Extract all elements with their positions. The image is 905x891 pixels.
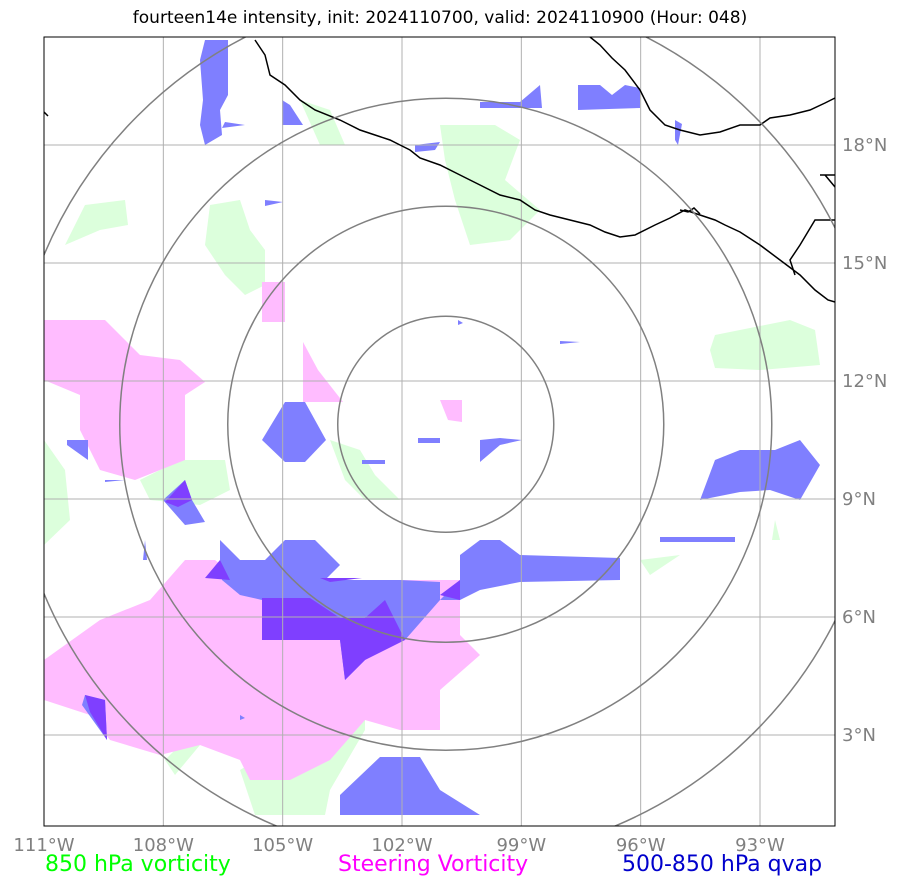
qvap-region	[262, 402, 326, 462]
longitude-label: 96°W	[616, 835, 666, 856]
qvap-region	[265, 200, 283, 206]
steering-vorticity-region	[440, 400, 462, 422]
overlap-region	[85, 695, 107, 740]
longitude-label: 111°W	[13, 835, 74, 856]
overlap-regions	[85, 480, 460, 740]
legend-qvap: 500-850 hPa qvap	[622, 852, 823, 877]
qvap-region	[660, 537, 735, 542]
qvap-region	[105, 480, 125, 482]
longitude-label: 99°W	[496, 835, 546, 856]
steering-vorticity-region	[303, 342, 343, 402]
overlap-region	[320, 578, 362, 582]
vorticity-850-region	[44, 440, 70, 545]
coastline	[43, 36, 836, 303]
coastline-north-dot	[43, 111, 49, 117]
range-ring	[119, 97, 773, 752]
plot-frame	[43, 36, 836, 827]
qvap-region	[340, 757, 480, 815]
qvap-region	[675, 120, 682, 145]
qvap-region	[458, 320, 463, 325]
latitude-label: 12°N	[842, 371, 887, 392]
range-rings	[44, 37, 835, 826]
legend-steering-vorticity: Steering Vorticity	[338, 852, 529, 877]
qvap-region	[200, 40, 228, 145]
latitude-label: 15°N	[842, 253, 887, 274]
vorticity-850-region	[165, 740, 200, 775]
latitude-label: 9°N	[842, 489, 876, 510]
longitude-labels: 111°W 108°W 105°W 102°W 99°W 96°W 93°W	[13, 835, 785, 856]
coastline-cuba	[820, 174, 836, 188]
range-ring	[227, 205, 665, 644]
vorticity-850-region	[440, 125, 540, 245]
vorticity-850-region	[330, 440, 400, 500]
overlap-region	[165, 480, 192, 507]
qvap-region	[418, 438, 440, 443]
vorticity-850-region	[772, 520, 780, 540]
qvap-region	[578, 85, 640, 110]
vorticity-850-region	[640, 555, 680, 575]
qvap-region	[240, 715, 245, 720]
legend-850-vorticity: 850 hPa vorticity	[45, 852, 231, 877]
range-ring	[337, 315, 555, 534]
qvap-region	[222, 122, 245, 128]
vorticity-850-region	[710, 320, 820, 370]
longitude-label: 108°W	[133, 835, 194, 856]
steering-vorticity-region	[262, 282, 285, 322]
overlap-region	[205, 560, 230, 580]
coastline-main	[254, 39, 836, 303]
longitude-label: 102°W	[371, 835, 432, 856]
qvap-region	[67, 440, 88, 460]
latitude-label: 6°N	[842, 607, 876, 628]
steering-vorticity-region	[44, 320, 205, 480]
plot-title: fourteen14e intensity, init: 2024110700,…	[132, 8, 748, 28]
vorticity-850-region	[205, 200, 265, 295]
longitude-label: 93°W	[735, 835, 785, 856]
overlap-region	[262, 598, 405, 680]
border-line	[789, 219, 835, 276]
qvap-region	[362, 460, 385, 464]
latitude-label: 3°N	[842, 725, 876, 746]
grid	[44, 37, 835, 826]
qvap-region	[220, 540, 620, 680]
longitude-label: 105°W	[252, 835, 313, 856]
vorticity-850-region	[65, 200, 128, 245]
latitude-labels: 18°N 15°N 12°N 9°N 6°N 3°N	[842, 135, 887, 746]
qvap-region	[560, 341, 580, 344]
coastline-gulf	[589, 36, 836, 136]
qvap-region	[480, 438, 522, 462]
latitude-label: 18°N	[842, 135, 887, 156]
qvap-region	[282, 100, 303, 125]
overlap-region	[440, 580, 460, 600]
